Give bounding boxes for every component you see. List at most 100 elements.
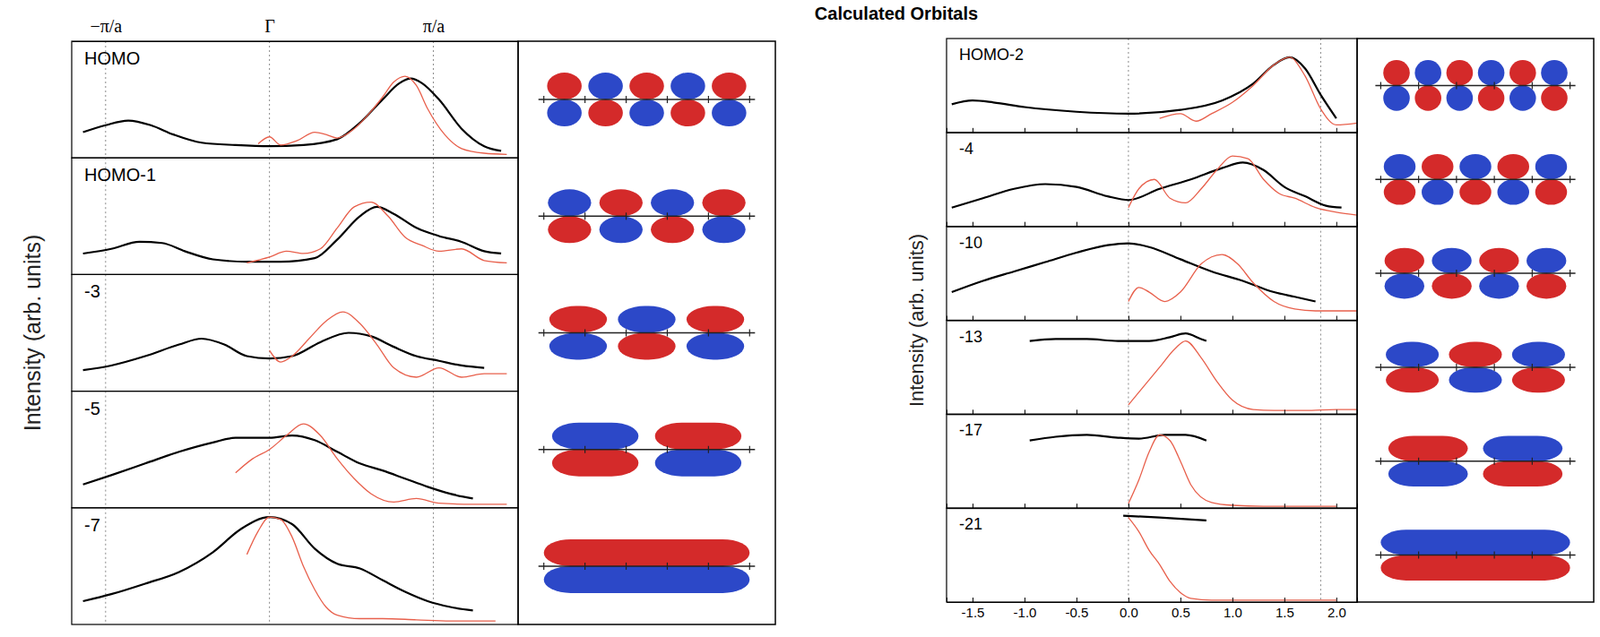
molecule-bond	[1380, 269, 1382, 277]
x-axis-top: −π/aΓπ/a	[72, 16, 519, 43]
tick-mark	[1180, 503, 1182, 509]
tick-mark	[1284, 503, 1286, 509]
molecule-bond	[749, 95, 751, 104]
tick: 1.5	[1275, 597, 1295, 621]
molecule-bond	[749, 329, 751, 338]
tick-mark	[1232, 503, 1234, 509]
intensity-line	[1123, 516, 1207, 521]
subplot-label: HOMO	[84, 48, 140, 69]
orbital-lobe	[547, 189, 591, 217]
subplot: −π/aΓπ/a HOMO	[71, 16, 755, 158]
plot-frame	[71, 274, 519, 391]
molecule-bond	[584, 212, 586, 220]
molecule-backbone	[538, 565, 756, 568]
tick	[1128, 222, 1130, 227]
tick	[1024, 409, 1026, 415]
figure: Calculated Orbitals−π/aΓπ/aHOMOHOMO-1-3-…	[0, 0, 1600, 637]
molecule-bond	[625, 212, 627, 220]
orbital-lobe	[629, 72, 665, 100]
subplot: -17	[946, 414, 1576, 509]
tick	[1284, 128, 1286, 133]
orbital-lobe	[599, 189, 643, 217]
plot-area	[1123, 516, 1337, 601]
tick: 1.0	[1223, 597, 1243, 621]
tick	[1076, 222, 1078, 227]
molecule-bond	[1494, 458, 1496, 466]
tick-mark	[1076, 222, 1078, 227]
tick-label: -1.0	[1013, 605, 1038, 621]
molecule-backbone	[538, 332, 756, 335]
tick	[1128, 409, 1130, 415]
grid-line	[432, 391, 434, 509]
grid-line	[432, 508, 434, 625]
molecule-backbone	[1375, 366, 1575, 369]
orbital-lobe	[544, 539, 751, 567]
tick-mark	[1180, 222, 1182, 227]
intensity-line	[1128, 341, 1358, 412]
grid-line	[104, 274, 106, 391]
orbital-lobe	[1540, 60, 1568, 86]
tick-label: 1.5	[1275, 605, 1295, 621]
molecule-bond	[1569, 458, 1571, 466]
molecule-bond	[1531, 458, 1533, 466]
tick-mark	[1024, 316, 1026, 321]
subplot-label: -13	[959, 328, 983, 346]
grid-line	[432, 41, 434, 158]
molecule-bond	[1494, 269, 1496, 277]
tick-mark	[1024, 128, 1026, 133]
molecule-bond	[708, 446, 710, 454]
intensity-line	[1128, 434, 1337, 507]
orbital-lobe	[552, 423, 639, 450]
plot-frame	[946, 132, 1358, 227]
orbital-lobe	[1512, 367, 1566, 393]
molecule-bond	[1455, 363, 1457, 372]
molecule-backbone	[538, 98, 756, 101]
orbital-lobe	[1540, 85, 1568, 111]
tick	[1076, 409, 1078, 415]
molecule-bond	[543, 95, 545, 104]
orbital-lobe	[711, 99, 747, 127]
intensity-line	[83, 207, 502, 262]
orbital-lobe	[701, 216, 745, 243]
orbital-lobe	[1459, 154, 1491, 180]
tick-mark	[972, 316, 974, 321]
tick-mark	[1232, 128, 1234, 133]
molecule-backbone	[538, 216, 756, 218]
tick-mark	[1024, 409, 1026, 415]
intensity-line	[258, 76, 507, 155]
orbital-lobe	[1414, 60, 1442, 86]
x-axis: -1.5-1.0-0.50.00.51.01.52.0	[947, 597, 1358, 621]
tick-mark	[1128, 222, 1130, 227]
molecule-bond	[1494, 363, 1496, 372]
subplot: -3	[71, 274, 755, 391]
plot-area	[1029, 434, 1337, 507]
molecule-backbone	[1375, 554, 1575, 557]
molecule-bond	[1418, 175, 1419, 183]
tick	[1284, 503, 1286, 509]
molecule-bond	[1569, 81, 1571, 89]
tick-mark	[1284, 316, 1286, 321]
molecule-bond	[1569, 552, 1571, 560]
intensity-line	[951, 57, 1337, 119]
orbital-lobe	[1384, 248, 1425, 274]
tick-mark	[1128, 128, 1130, 133]
molecule-bond	[1418, 363, 1419, 372]
molecule-backbone	[538, 449, 756, 451]
tick	[1024, 222, 1026, 227]
tick: -1.5	[961, 597, 986, 621]
tick: Γ	[264, 16, 276, 42]
grid-line	[104, 508, 106, 625]
tick-mark	[1180, 409, 1182, 415]
orbital-lobe	[1384, 273, 1425, 299]
tick-mark	[1232, 316, 1234, 321]
tick-label: 0.0	[1119, 605, 1139, 621]
tick-mark	[972, 128, 974, 133]
molecule-bond	[625, 329, 627, 338]
orbital-lobe	[670, 72, 706, 100]
plot-area	[1029, 333, 1358, 411]
subplot: -5	[71, 391, 755, 509]
orbital	[538, 539, 756, 594]
tick-mark	[1336, 128, 1338, 133]
orbital-lobe	[1496, 179, 1529, 205]
orbital-lobe	[617, 306, 675, 334]
